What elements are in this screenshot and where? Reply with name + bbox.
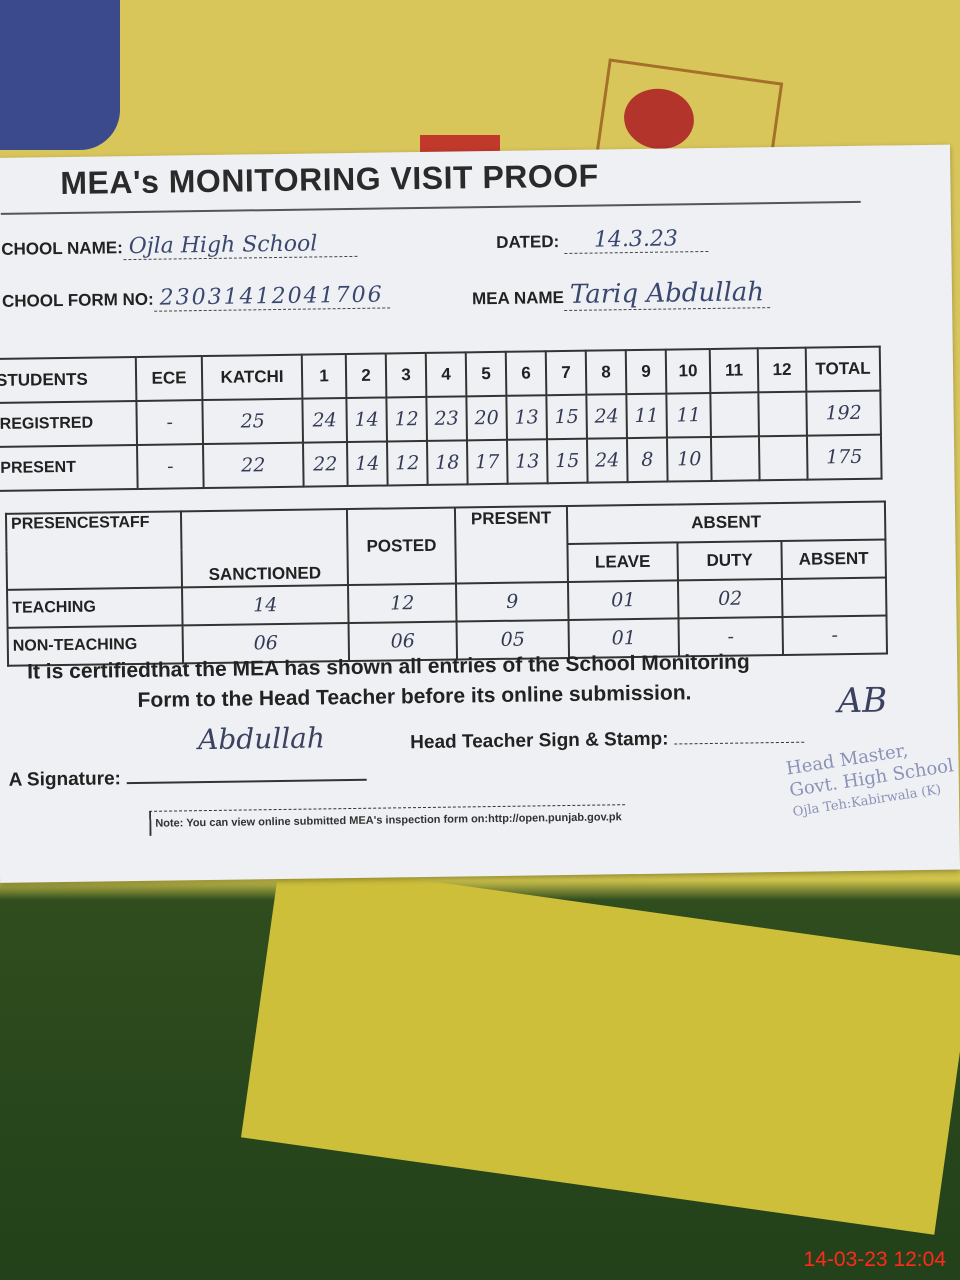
- table-cell: 15: [546, 438, 588, 484]
- header-cell: TOTAL: [805, 346, 881, 392]
- header-cell: 8: [585, 350, 627, 395]
- staff-table: PRESENCESTAFF SANCTIONED POSTED PRESENT …: [5, 501, 888, 667]
- header-cell: PRESENT: [454, 505, 568, 584]
- table-cell: 175: [806, 434, 882, 480]
- table-cell: 22: [303, 442, 348, 487]
- header-cell: ABSENT: [781, 539, 886, 579]
- table-cell: [758, 391, 807, 437]
- table-cell: 14: [347, 441, 388, 487]
- table-cell: 20: [466, 395, 507, 441]
- table-cell: -: [136, 400, 204, 445]
- dated-field: DATED: 14.3.23: [496, 225, 709, 254]
- visit-proof-form: MEA's MONITORING VISIT PROOF CHOOL NAME:…: [0, 144, 960, 883]
- table-cell: 13: [506, 395, 547, 440]
- table-cell: 13: [506, 439, 548, 484]
- header-cell: LEAVE: [567, 542, 678, 582]
- table-cell: 17: [466, 439, 508, 485]
- header-cell: 11: [709, 348, 759, 393]
- head-teacher-sign-field: Head Teacher Sign & Stamp:: [410, 727, 804, 754]
- table-cell: 10: [666, 436, 712, 482]
- table-cell: -: [137, 444, 204, 489]
- head-teacher-signature: AB: [837, 680, 888, 722]
- table-cell: 24: [586, 394, 627, 439]
- table-cell: 14: [346, 397, 387, 443]
- header-cell: 9: [625, 349, 667, 395]
- table-cell: 02: [677, 578, 783, 619]
- school-name-value: Ojla High School: [122, 230, 358, 261]
- header-cell: KATCHI: [201, 354, 303, 401]
- table-cell: 11: [666, 392, 711, 438]
- header-cell: DUTY: [677, 540, 782, 581]
- form-title: MEA's MONITORING VISIT PROOF: [60, 157, 599, 202]
- header-cell: 5: [465, 351, 507, 397]
- header-cell: 10: [665, 348, 711, 394]
- table-cell: 8: [626, 437, 668, 483]
- divider: [0, 200, 861, 215]
- row-label: TEACHING: [7, 587, 183, 628]
- header-cell: POSTED: [346, 507, 456, 586]
- table-cell: 11: [626, 393, 667, 439]
- table-cell: 25: [202, 398, 304, 445]
- mea-name-field: MEA NAME Tariq Abdullah: [472, 277, 771, 311]
- header-cell: SANCTIONED: [180, 509, 348, 588]
- table-cell: [758, 435, 808, 481]
- header-cell: 1: [301, 354, 347, 399]
- mea-signature-field: A Signature:: [9, 765, 367, 792]
- table-cell: 192: [806, 390, 881, 436]
- header-cell: 6: [505, 351, 547, 396]
- form-no-field: CHOOL FORM NO: 23031412041706: [2, 282, 390, 312]
- mea-name-value: Tariq Abdullah: [563, 277, 771, 311]
- note-text: Note: You can view online submitted MEA'…: [149, 804, 626, 836]
- yellow-folder: [241, 860, 960, 1235]
- photo-timestamp: 14-03-23 12:04: [803, 1248, 946, 1271]
- table-cell: 15: [546, 394, 587, 440]
- table-cell: 12: [386, 440, 428, 486]
- table-cell: 22: [203, 442, 304, 489]
- header-cell: 7: [545, 350, 587, 396]
- dated-value: 14.3.23: [563, 225, 709, 254]
- header-cell: 12: [757, 347, 807, 393]
- table-cell: [710, 436, 760, 481]
- students-table: STUDENTS ECE KATCHI 1 2 3 4 5 6 7 8 9 10…: [0, 346, 883, 492]
- header-cell: STUDENTS: [0, 356, 137, 403]
- header-cell: ABSENT: [566, 501, 886, 544]
- school-name-field: CHOOL NAME: Ojla High School: [1, 230, 358, 261]
- header-cell: 4: [425, 352, 467, 397]
- table-cell: 23: [426, 396, 467, 441]
- table-cell: 24: [302, 398, 348, 443]
- school-stamp: Head Master, Govt. High School Ojla Teh:…: [784, 740, 956, 821]
- row-label: REGISTRED: [0, 400, 138, 447]
- blue-cloth: [0, 0, 120, 150]
- header-cell: PRESENCESTAFF: [5, 511, 183, 590]
- header-cell: ECE: [135, 356, 203, 401]
- header-cell: 3: [385, 352, 427, 398]
- table-cell: 12: [347, 583, 457, 624]
- table-cell: 9: [455, 581, 569, 622]
- table-cell: 24: [586, 438, 628, 483]
- mea-signature: Abdullah: [197, 721, 326, 757]
- table-cell: [710, 392, 759, 437]
- table-cell: 12: [386, 396, 427, 442]
- row-label: PRESENT: [0, 444, 138, 491]
- form-no-value: 23031412041706: [153, 282, 390, 312]
- table-cell: 14: [182, 585, 349, 626]
- table-cell: 01: [567, 580, 679, 620]
- table-cell: [781, 577, 887, 617]
- header-cell: 2: [345, 353, 387, 399]
- table-cell: 18: [426, 440, 468, 485]
- certification-text: It is certifiedthat the MEA has shown al…: [27, 650, 750, 712]
